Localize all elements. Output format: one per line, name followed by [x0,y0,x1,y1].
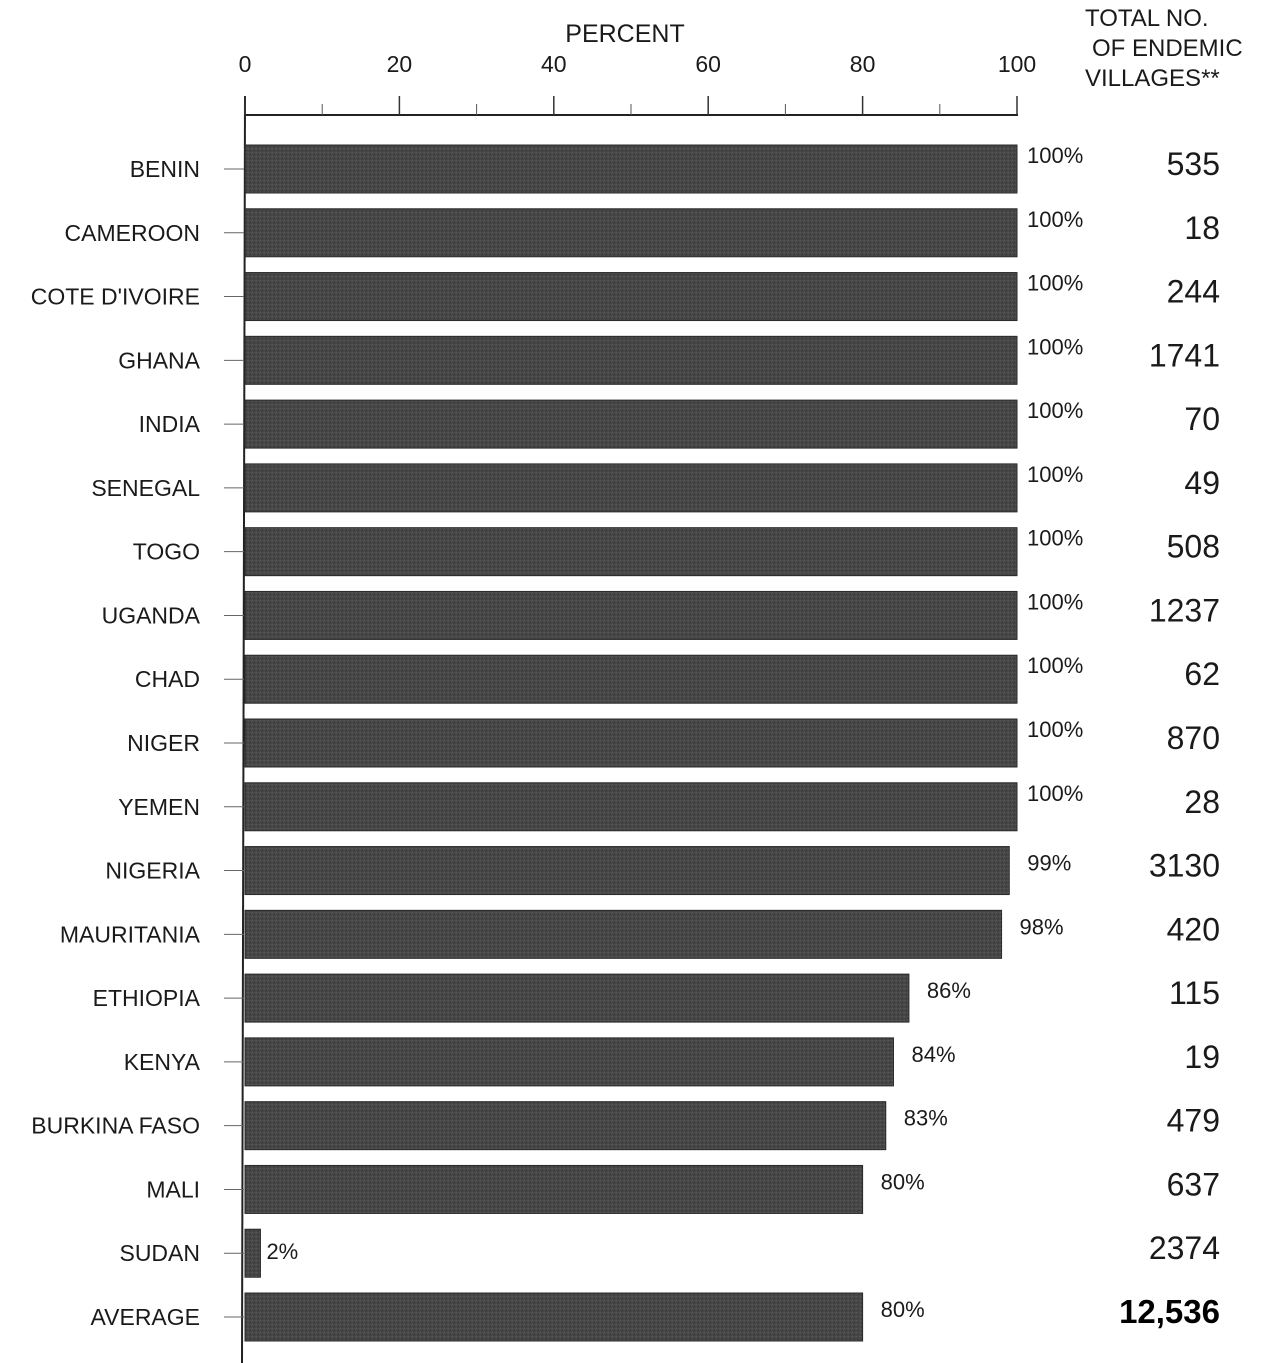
total-villages-value: 28 [1184,784,1220,820]
bar-value-label: 100% [1027,207,1083,232]
category-label: YEMEN [118,794,200,820]
bar-value-label: 84% [911,1042,955,1067]
total-villages-value: 244 [1167,274,1220,310]
category-label: MAURITANIA [60,921,201,947]
total-villages-value: 49 [1184,465,1220,501]
category-label: ETHIOPIA [93,985,201,1011]
category-label: MALI [146,1176,200,1202]
bar-value-label: 100% [1027,271,1083,296]
bar [244,1037,894,1087]
bar-value-label: 100% [1027,334,1083,359]
category-label: SENEGAL [91,475,200,501]
total-villages-value: 637 [1167,1166,1220,1202]
bar-value-label: 100% [1027,143,1083,168]
totals-column-header-line-2: OF ENDEMIC [1092,35,1243,62]
bar-value-label: 98% [1020,914,1064,939]
bar [244,144,1018,194]
category-label: AVERAGE [91,1304,201,1330]
category-label: SUDAN [119,1240,200,1266]
bar-value-label: 100% [1027,526,1083,551]
bar [244,782,1018,832]
category-label: TOGO [133,539,200,565]
total-villages-value: 479 [1167,1103,1220,1139]
x-tick-label: 80 [850,51,876,77]
x-ticks: 0 20 40 60 80 100 [239,51,1036,115]
bar-value-label: 100% [1027,653,1083,678]
bar-value-label: 100% [1027,589,1083,614]
total-villages-value: 19 [1184,1039,1220,1075]
total-villages-value: 508 [1167,529,1220,565]
bar-value-label: 80% [881,1297,925,1322]
bar-rows: BENIN 100% 535 CAMEROON 100% 18 COTE D'IVOIRE 1… [31,143,1220,1342]
total-villages-value: 1237 [1149,592,1220,628]
total-villages-value: 3130 [1149,848,1220,884]
category-label: INDIA [139,411,201,437]
bar [244,1101,887,1151]
total-villages-value: 2374 [1149,1230,1220,1266]
total-villages-value: 115 [1169,975,1220,1011]
category-label: BURKINA FASO [31,1113,200,1139]
x-axis-title: PERCENT [565,20,684,48]
bar [244,527,1018,577]
bar-value-label: 100% [1027,781,1083,806]
bar [244,718,1018,768]
bar-value-label: 2% [266,1239,298,1264]
bar [244,590,1018,640]
total-villages-value: 420 [1167,911,1220,947]
bar-value-label: 100% [1027,462,1083,487]
bar-value-label: 100% [1027,398,1083,423]
bar-value-label: 100% [1027,717,1083,742]
bar [244,399,1018,449]
bar-value-label: 80% [881,1169,925,1194]
x-tick-label: 60 [695,51,721,77]
bar [244,463,1018,513]
total-villages-value: 1741 [1149,337,1220,373]
bar [244,846,1010,896]
category-label: NIGER [127,730,200,756]
grand-total-value: 12,536 [1119,1293,1220,1330]
total-villages-value: 535 [1167,146,1220,182]
x-tick-label: 40 [541,51,567,77]
category-label: KENYA [124,1049,201,1075]
category-label: BENIN [130,156,200,182]
bar [244,1292,864,1342]
bar [244,654,1018,704]
category-label: CHAD [135,666,200,692]
bar-value-label: 99% [1027,851,1071,876]
total-villages-value: 70 [1184,401,1220,437]
x-tick-label: 20 [387,51,413,77]
x-tick-label: 100 [998,51,1036,77]
category-label: CAMEROON [65,220,200,246]
bar-value-label: 83% [904,1106,948,1131]
totals-column-header-line-1: TOTAL NO. [1085,5,1209,32]
category-label: COTE D'IVOIRE [31,284,200,310]
x-tick-label: 0 [239,51,252,77]
bar [244,272,1018,322]
total-villages-value: 62 [1184,656,1220,692]
category-label: UGANDA [102,602,201,628]
total-villages-value: 870 [1167,720,1220,756]
bar [244,1164,864,1214]
bar-value-label: 86% [927,978,971,1003]
bar [244,973,910,1023]
category-label: GHANA [118,347,200,373]
totals-column-header-line-3: VILLAGES** [1085,65,1220,92]
bar [244,335,1018,385]
bar [244,1228,261,1278]
total-villages-value: 18 [1184,210,1220,246]
category-label: NIGERIA [105,858,200,884]
bar [244,909,1003,959]
bar [244,208,1018,258]
